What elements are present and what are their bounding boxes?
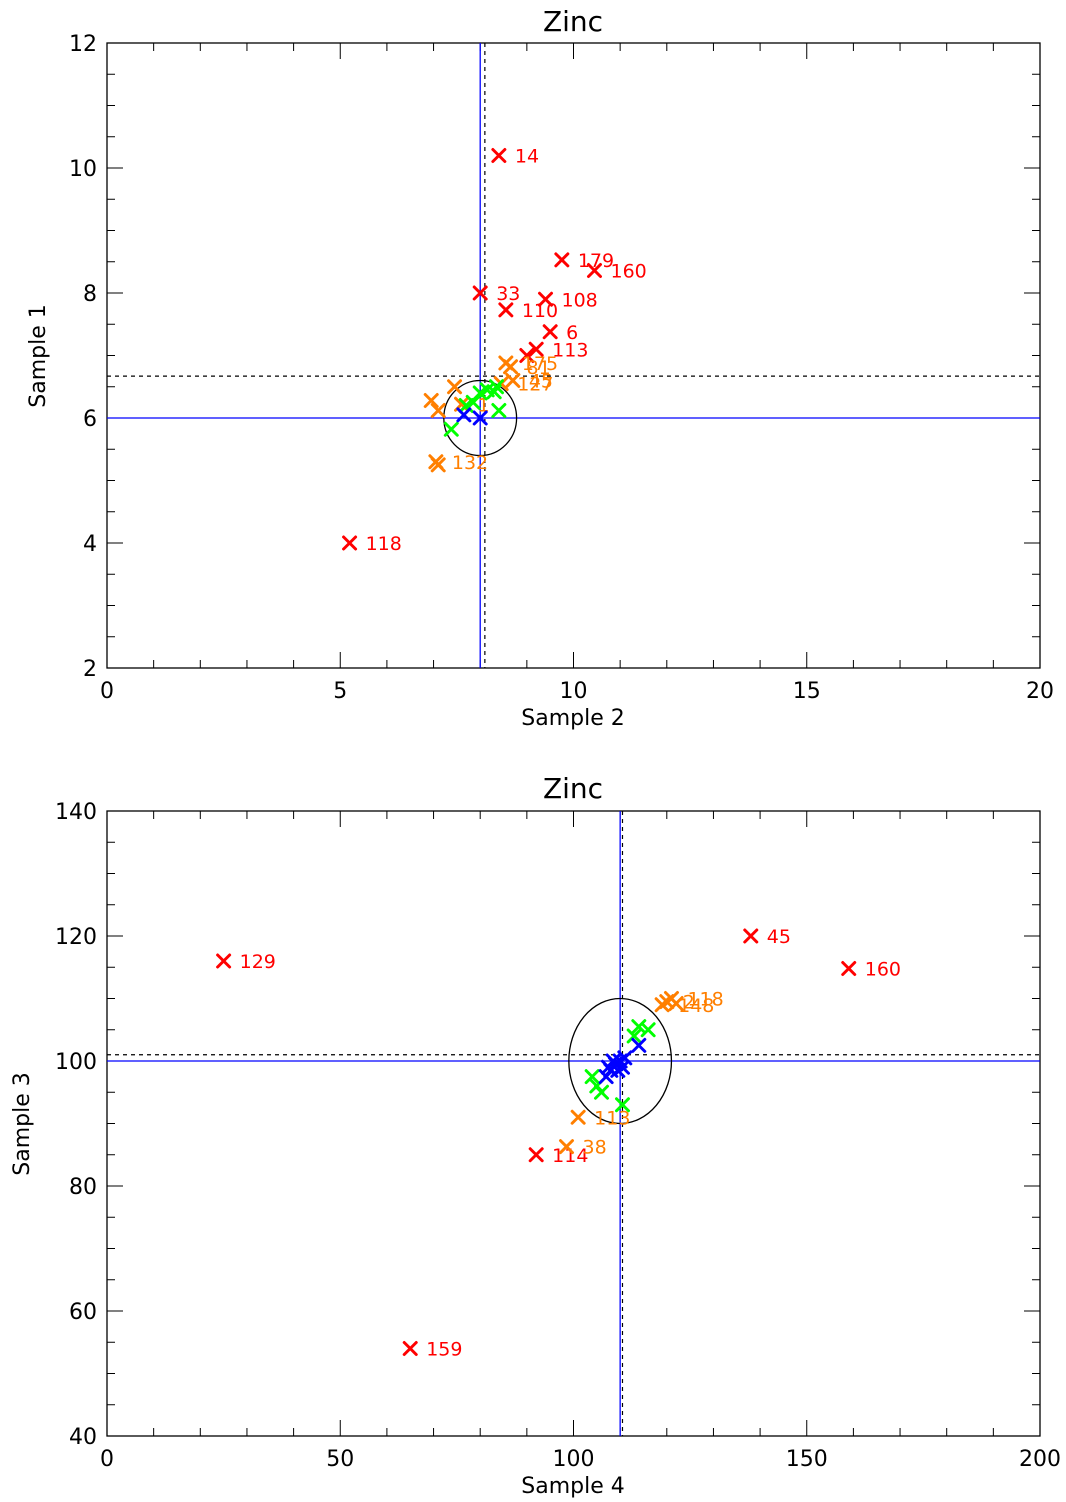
data-point-red — [342, 535, 358, 551]
data-point-blue — [631, 1037, 647, 1053]
data-point-red — [554, 252, 570, 268]
y-axis-label: Sample 1 — [26, 304, 51, 407]
point-label: 118 — [366, 533, 402, 555]
data-point-orange — [447, 379, 463, 395]
top-panel: Zinc Sample 2 Sample 1 0 5 10 15 20 2 4 6 8 10 12 1… — [26, 5, 1054, 731]
data-point-green — [614, 1097, 630, 1113]
point-label: 33 — [496, 283, 520, 305]
x-tick-label: 10 — [560, 679, 588, 704]
y-tick-label: 2 — [83, 657, 97, 682]
data-point-red — [542, 324, 558, 340]
x-tick-label: 20 — [1026, 679, 1054, 704]
data-point-green — [593, 1084, 609, 1100]
data-point-red — [519, 348, 535, 363]
y-tick-label: 8 — [83, 282, 97, 307]
point-label: 132 — [452, 452, 488, 474]
point-label: 160 — [610, 261, 646, 283]
x-tick-label: 0 — [100, 1447, 114, 1472]
x-tick-label: 200 — [1019, 1447, 1061, 1472]
data-point-green — [640, 1022, 656, 1038]
data-point-red — [498, 302, 514, 318]
y-tick-label: 6 — [83, 407, 97, 432]
y-tick-label: 100 — [55, 1050, 97, 1075]
data-point-orange — [430, 403, 446, 418]
point-label: 14 — [515, 146, 539, 168]
point-label: 129 — [240, 951, 276, 973]
point-label: 45 — [529, 371, 553, 393]
point-label: 81 — [527, 357, 551, 379]
point-label: 45 — [767, 926, 791, 948]
data-point-orange — [654, 997, 670, 1013]
y-tick-label: 40 — [69, 1425, 97, 1450]
data-point-red — [586, 263, 602, 278]
data-point-red — [491, 148, 507, 163]
data-point-orange — [503, 359, 519, 375]
data-point-green — [626, 1028, 642, 1044]
point-label: 110 — [522, 300, 558, 322]
point-label: 2 — [683, 992, 695, 1014]
bottom-panel: Zinc Sample 4 Sample 3 0 50 100 150 200 40 60 8… — [10, 772, 1061, 1499]
point-label: 127 — [517, 374, 553, 396]
x-tick-label: 15 — [793, 679, 821, 704]
data-point-orange — [423, 393, 439, 408]
x-tick-label: 5 — [333, 679, 347, 704]
chart-title: Zinc — [543, 5, 603, 38]
data-point-orange — [668, 996, 684, 1011]
data-point-orange — [559, 1139, 575, 1155]
data-point-red — [743, 928, 759, 944]
x-tick-label: 50 — [326, 1447, 354, 1472]
data-point-orange — [505, 373, 521, 388]
data-point-green — [465, 394, 481, 410]
confidence-ellipse — [568, 997, 673, 1125]
x-tick-label: 150 — [786, 1447, 828, 1472]
data-point-red — [528, 1147, 544, 1163]
data-point-orange — [430, 457, 446, 473]
data-point-orange — [570, 1109, 586, 1125]
data-point-red — [472, 285, 488, 301]
data-point-red — [402, 1341, 418, 1356]
data-point-green — [491, 403, 507, 418]
y-tick-label: 120 — [55, 925, 97, 950]
x-tick-label: 100 — [553, 1447, 595, 1472]
y-tick-label: 12 — [69, 32, 97, 57]
point-label: 38 — [583, 1137, 607, 1159]
data-point-blue — [472, 410, 488, 426]
data-point-red — [528, 341, 544, 357]
y-tick-label: 60 — [69, 1300, 97, 1325]
point-label: 179 — [578, 250, 614, 272]
y-tick-label: 4 — [83, 532, 97, 557]
point-label: 175 — [522, 353, 558, 375]
data-point-red — [538, 291, 554, 307]
data-point-green — [443, 421, 459, 437]
point-label: 6 — [566, 322, 578, 344]
point-label: 160 — [865, 959, 901, 981]
data-point-red — [216, 953, 232, 969]
data-point-blue — [456, 407, 472, 423]
point-label: 113 — [552, 339, 588, 361]
x-tick-label: 0 — [100, 679, 114, 704]
y-tick-label: 140 — [55, 800, 97, 825]
point-label: 118 — [687, 989, 723, 1011]
data-point-green — [584, 1069, 600, 1085]
confidence-ellipse — [443, 379, 518, 457]
data-point-blue — [600, 1059, 616, 1075]
y-tick-label: 10 — [69, 157, 97, 182]
x-axis-label: Sample 4 — [521, 1474, 624, 1499]
data-point-green — [489, 379, 505, 395]
data-point-green — [472, 385, 488, 401]
chart-title: Zinc — [543, 772, 603, 805]
y-tick-label: 80 — [69, 1175, 97, 1200]
y-axis-label: Sample 3 — [10, 1072, 35, 1175]
point-label: 159 — [426, 1339, 462, 1361]
point-label: 108 — [562, 289, 598, 311]
x-axis-label: Sample 2 — [521, 706, 624, 731]
point-label: 113 — [594, 1107, 630, 1129]
data-point-red — [841, 961, 857, 976]
data-point-blue — [614, 1059, 630, 1075]
point-label: 148 — [678, 995, 714, 1017]
